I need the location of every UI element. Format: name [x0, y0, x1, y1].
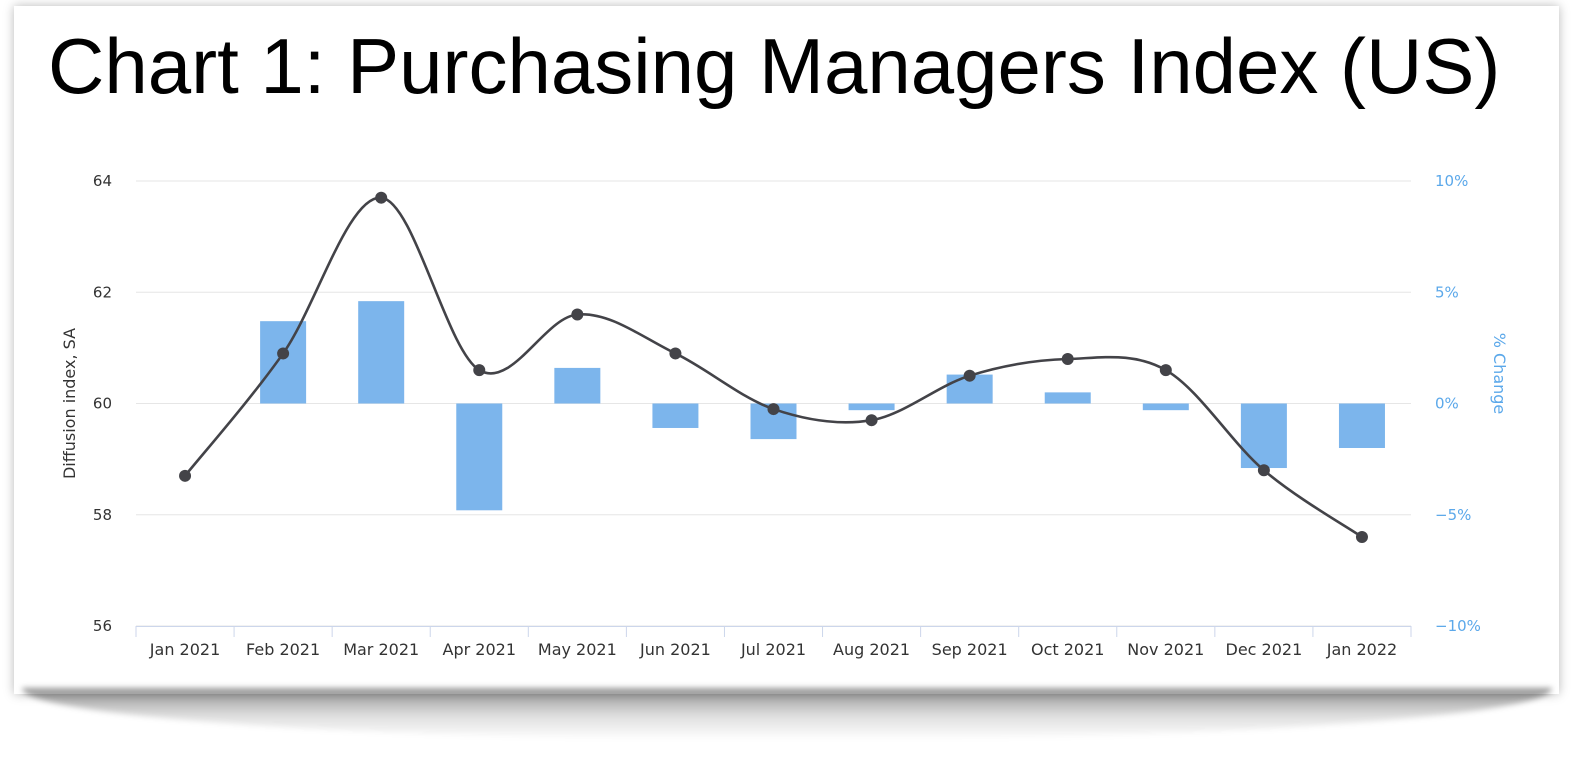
- data-point[interactable]: [865, 414, 878, 427]
- axes: [135, 626, 1412, 637]
- bar[interactable]: [1044, 392, 1091, 404]
- y-right-tick-label: −5%: [1435, 506, 1471, 524]
- bar-series: [260, 301, 1385, 511]
- y-right-axis-title: % Change: [1490, 333, 1509, 415]
- x-tick-label: Feb 2021: [246, 640, 320, 659]
- y-left-tick-label: 58: [93, 506, 112, 524]
- x-tick-label: Sep 2021: [932, 640, 1008, 659]
- bar[interactable]: [1240, 403, 1287, 469]
- data-point[interactable]: [1257, 464, 1270, 477]
- x-tick-label: Nov 2021: [1127, 640, 1204, 659]
- bar[interactable]: [358, 301, 405, 404]
- data-point[interactable]: [767, 403, 780, 416]
- bar[interactable]: [652, 403, 699, 428]
- y-left-tick-label: 56: [93, 617, 112, 635]
- x-tick-label: Mar 2021: [343, 640, 419, 659]
- y-right-tick-label: −10%: [1435, 617, 1481, 635]
- x-tick-label: Aug 2021: [833, 640, 910, 659]
- bar[interactable]: [554, 367, 601, 404]
- data-point[interactable]: [1061, 353, 1074, 365]
- data-point[interactable]: [1355, 531, 1368, 543]
- x-tick-label: Jan 2022: [1326, 640, 1397, 659]
- data-point[interactable]: [277, 347, 290, 360]
- y-left-axis-title: Diffusion index, SA: [60, 328, 79, 479]
- data-point[interactable]: [179, 469, 192, 482]
- bar[interactable]: [1142, 403, 1189, 411]
- y-right-tick-label: 5%: [1435, 283, 1459, 301]
- bar[interactable]: [848, 403, 895, 411]
- x-tick-label: Oct 2021: [1031, 640, 1104, 659]
- y-left-tick-label: 60: [93, 395, 112, 413]
- bar[interactable]: [1338, 403, 1385, 449]
- y-left-tick-label: 62: [93, 283, 112, 301]
- line-points: [179, 191, 1368, 543]
- x-tick-label: Jul 2021: [740, 640, 806, 659]
- data-point[interactable]: [473, 364, 486, 377]
- data-point[interactable]: [571, 308, 584, 321]
- x-tick-label: Apr 2021: [443, 640, 516, 659]
- y-left-tick-label: 64: [93, 172, 112, 190]
- chart-title: Chart 1: Purchasing Managers Index (US): [48, 22, 1501, 110]
- bar[interactable]: [456, 403, 503, 511]
- data-point[interactable]: [375, 191, 388, 204]
- data-point[interactable]: [963, 369, 976, 382]
- data-point[interactable]: [669, 347, 682, 360]
- x-tick-label: May 2021: [538, 640, 617, 659]
- x-tick-label: Dec 2021: [1226, 640, 1303, 659]
- bar[interactable]: [260, 321, 307, 404]
- x-tick-label: Jan 2021: [149, 640, 220, 659]
- y-right-tick-label: 0%: [1435, 395, 1459, 413]
- axis-labels: 56 58 60 62 64 −10% −5% 0% 5% 10% Jan 2021 Feb 2021…: [60, 172, 1509, 659]
- x-tick-label: Jun 2021: [639, 640, 711, 659]
- y-right-tick-label: 10%: [1435, 172, 1468, 190]
- data-point[interactable]: [1159, 364, 1172, 377]
